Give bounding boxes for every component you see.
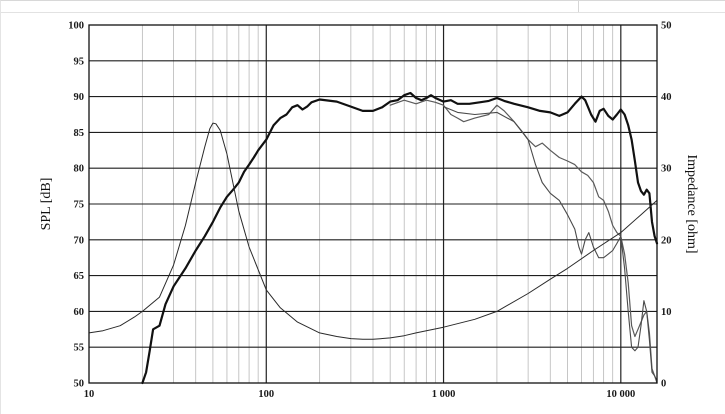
tick-label-right: 20: [661, 235, 672, 246]
tick-label-left: 95: [74, 56, 85, 67]
right-axis-title: Impedance [ohm]: [684, 154, 699, 253]
tick-label-x: 1 000: [432, 389, 456, 400]
tick-label-left: 75: [74, 200, 85, 211]
plot-border: [88, 24, 658, 384]
tick-label-left: 65: [74, 271, 85, 282]
tick-label-x: 10: [84, 389, 95, 400]
tick-label-right: 40: [661, 92, 672, 103]
tick-label-left: 50: [74, 379, 85, 390]
spl-curve-3: [442, 106, 658, 382]
tick-label-right: 10: [661, 307, 672, 318]
tick-label-left: 85: [74, 128, 85, 139]
impedance-curve: [88, 122, 658, 340]
tick-label-left: 55: [74, 343, 85, 354]
spl-curve-2: [389, 99, 658, 384]
tick-label-right: 0: [661, 379, 666, 390]
tick-label-right: 50: [661, 21, 672, 32]
tick-label-right: 30: [661, 164, 672, 175]
tick-label-left: 100: [68, 21, 84, 32]
tick-label-left: 60: [74, 307, 85, 318]
left-axis-title: SPL [dB]: [39, 178, 54, 231]
spl-curve-1: [141, 91, 659, 385]
tick-label-left: 90: [74, 92, 85, 103]
series: [88, 91, 659, 385]
tick-label-left: 70: [74, 235, 85, 246]
tick-label-x: 100: [258, 389, 274, 400]
grid: [89, 24, 657, 384]
top-bar-divider: [578, 1, 579, 12]
top-bar: [1, 1, 725, 13]
tick-label-left: 80: [74, 164, 85, 175]
tick-label-x: 10 000: [606, 389, 635, 400]
